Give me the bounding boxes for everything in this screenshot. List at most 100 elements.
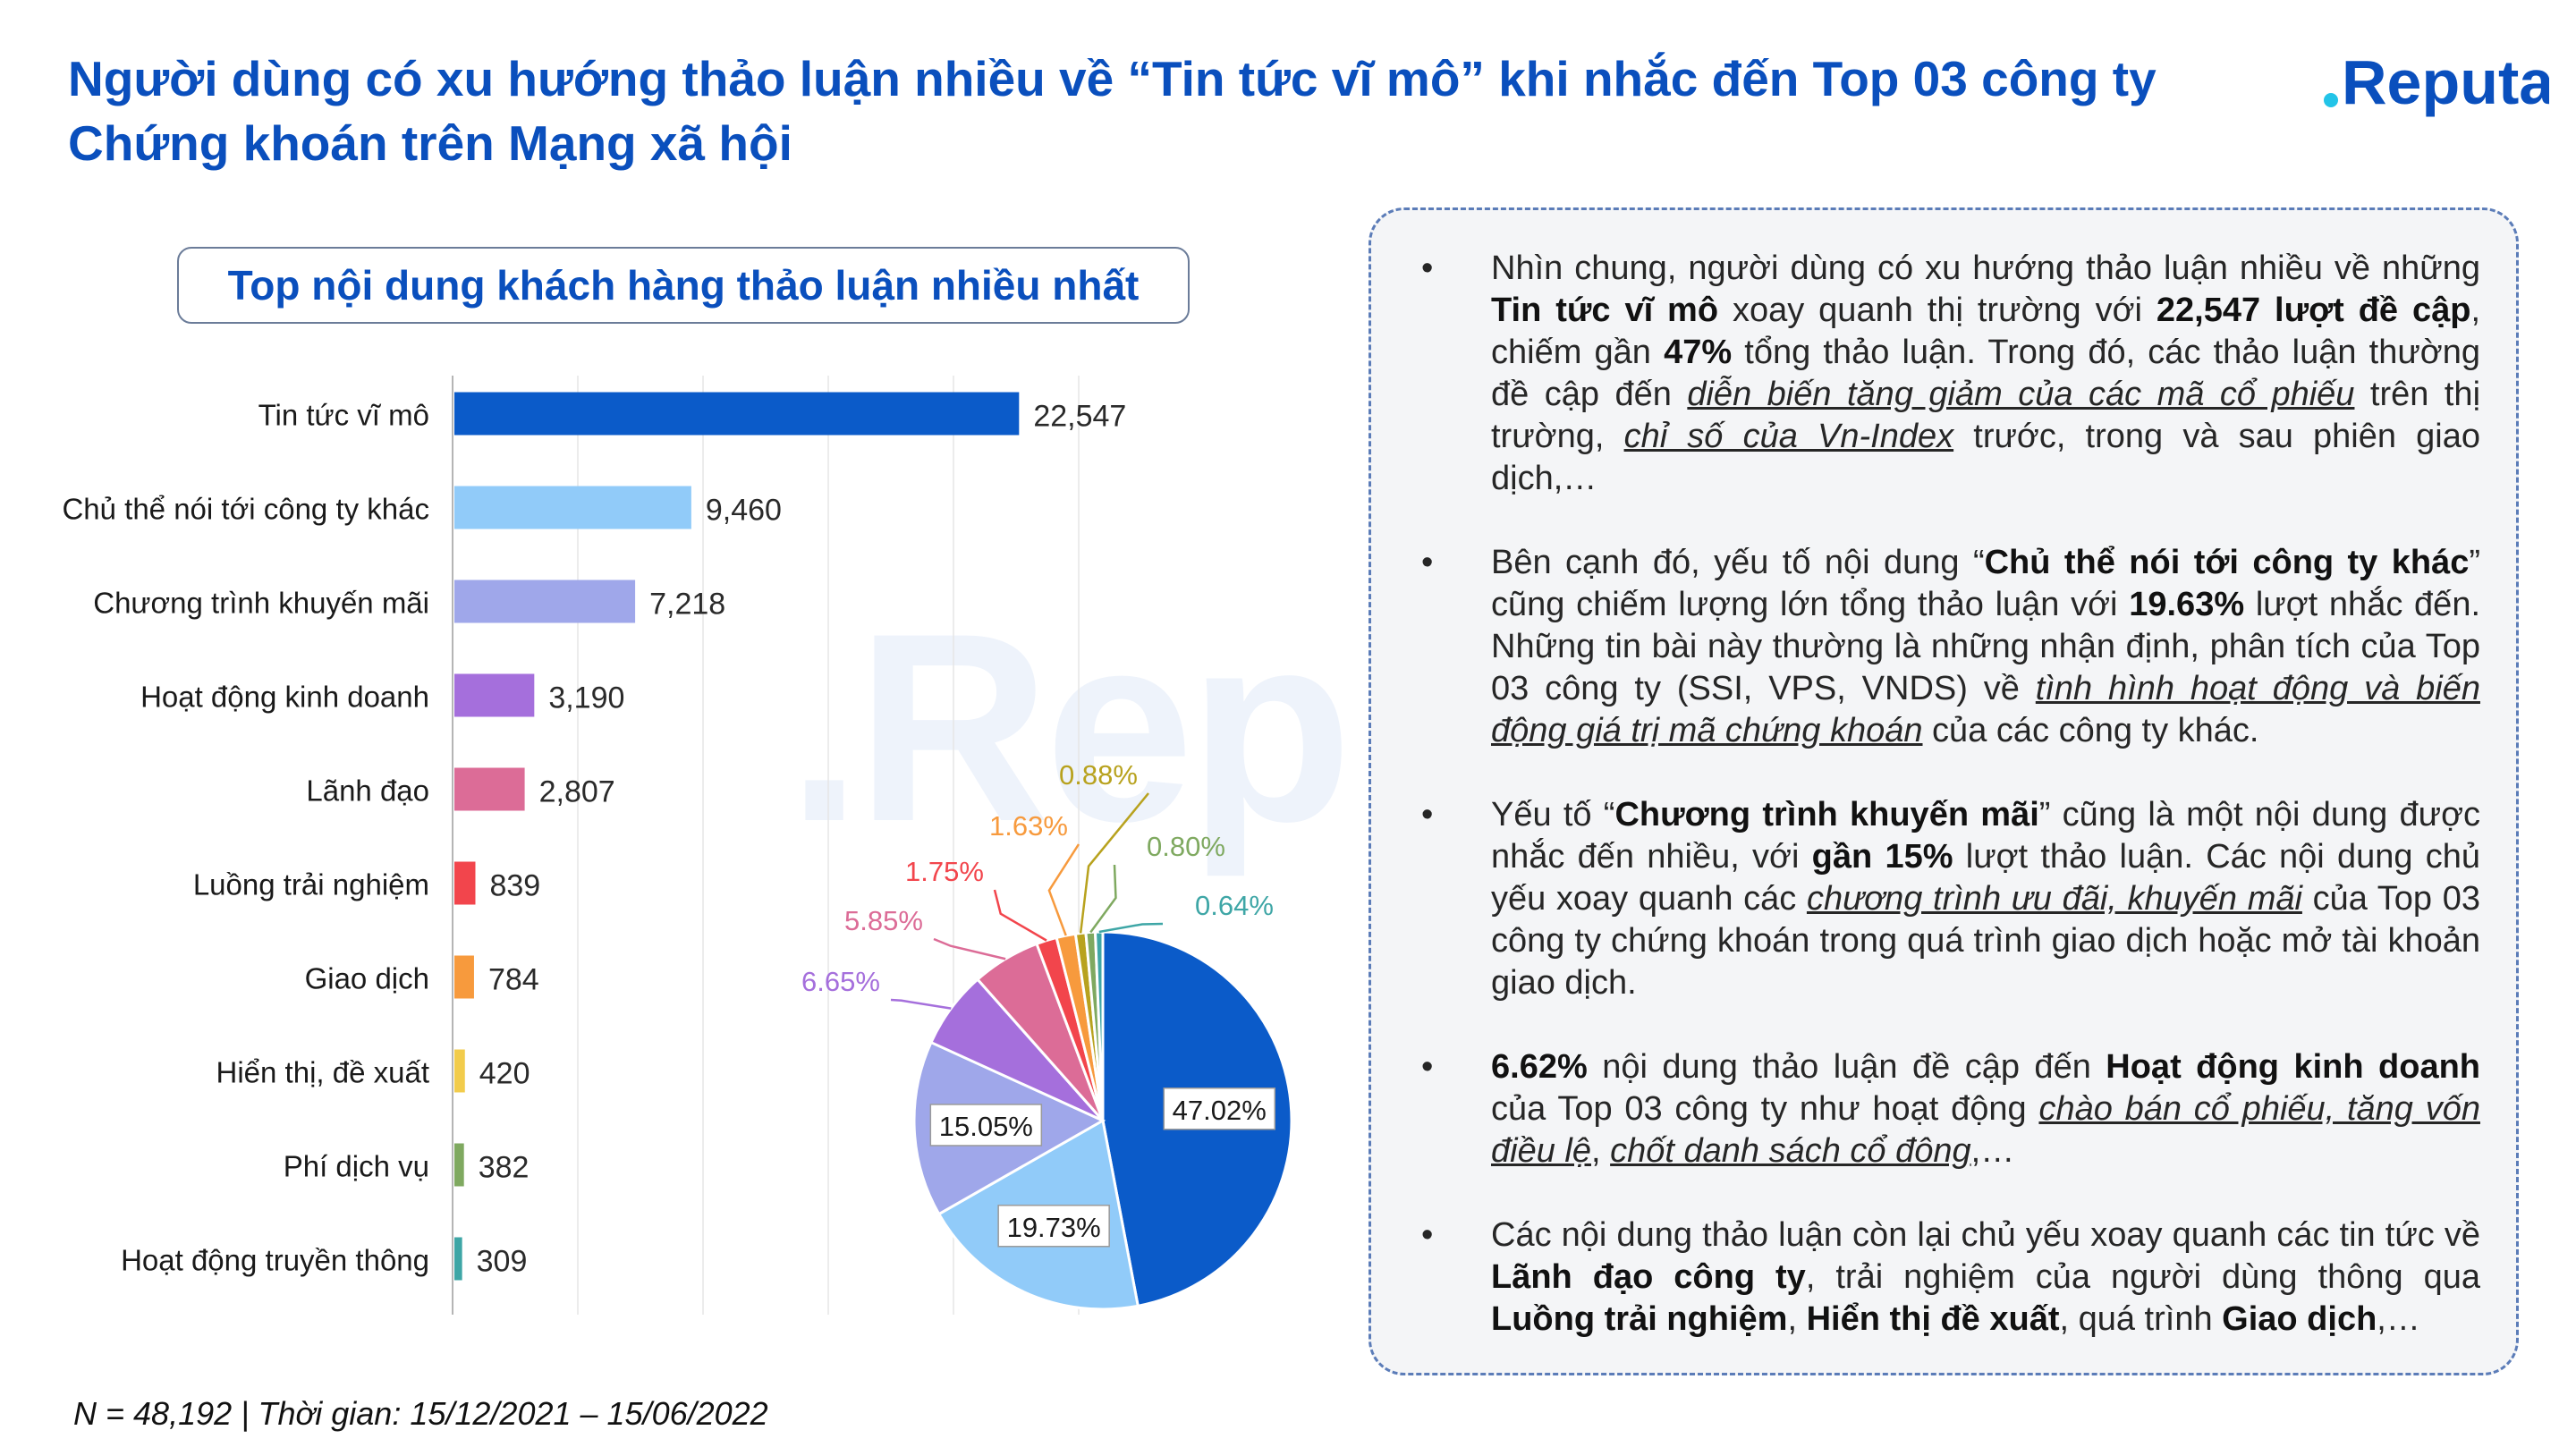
pie-slice-label: 15.05% (939, 1111, 1033, 1142)
bar (454, 1049, 465, 1093)
bar (454, 1143, 464, 1187)
insight-text: , quá trình (2059, 1300, 2223, 1338)
insight-text: , trải nghiệm của người dùng thông qua (1805, 1258, 2481, 1296)
bar (454, 392, 1020, 436)
logo-dot-icon (2324, 93, 2338, 107)
pie-label-box (1163, 1087, 1275, 1130)
bar-value-label: 22,547 (1033, 400, 1126, 434)
insight-text: trên thị trường, (1491, 376, 2481, 455)
insight-text: , (1787, 1300, 1807, 1338)
bar-category-label: Hoạt động kinh doanh (140, 681, 429, 714)
bar (454, 767, 525, 811)
insight-highlight: Chương trình khuyến mãi (1614, 796, 2039, 834)
pie-slice-label: 19.73% (1007, 1212, 1101, 1243)
pie-leader-line (1047, 843, 1080, 936)
insight-text: , (1590, 1132, 1611, 1170)
insight-box: Nhìn chung, người dùng có xu hướng thảo … (1368, 207, 2519, 1375)
bar-value-label: 7,218 (649, 588, 725, 622)
page-title: Người dùng có xu hướng thảo luận nhiều v… (68, 51, 2157, 171)
bar-value-label: 382 (479, 1151, 530, 1185)
pie-leader-line (1089, 864, 1117, 934)
pie-slice-label: 0.88% (1059, 759, 1138, 791)
insight-text: Các nội dung thảo luận còn lại chủ yếu x… (1491, 1216, 2480, 1254)
bar-value-label: 784 (488, 963, 539, 997)
insight-highlight: Chủ thể nói tới công ty khác (1984, 544, 2470, 581)
insight-emphasis: chốt danh sách cổ đông (1610, 1132, 1971, 1170)
chart-title: Top nội dung khách hàng thảo luận nhiều … (177, 247, 1190, 324)
insight-emphasis: tình hình hoạt động và biến động giá trị… (1491, 670, 2480, 749)
insight-highlight: gần 15% (1811, 838, 1953, 876)
insight-item: 6.62% nội dung thảo luận đề cập đến Hoạt… (1398, 1046, 2480, 1172)
bar-chart: Tin tức vĩ mô 22,547 Chủ thể nói tới công … (62, 376, 1126, 1315)
insight-text: của Top 03 công ty như hoạt động (1491, 1090, 2039, 1128)
insight-text: trước, trong và sau phiên giao dịch,… (1491, 418, 2481, 497)
bar-category-label: Phí dịch vụ (284, 1150, 429, 1183)
insight-item: Nhìn chung, người dùng có xu hướng thảo … (1398, 248, 2480, 500)
insight-emphasis: diễn biến tăng giảm của các mã cổ phiếu (1687, 376, 2355, 413)
insight-item: Yếu tố “Chương trình khuyến mãi” cũng là… (1398, 794, 2480, 1004)
pie-label-box (997, 1205, 1110, 1248)
pie-slice-label: 47.02% (1173, 1095, 1267, 1126)
logo-text: Reputa (2342, 47, 2549, 117)
pie-leader-line (1098, 922, 1164, 934)
insight-text: nội dung thảo luận đề cập đến (1587, 1048, 2106, 1086)
insight-emphasis: chương trình ưu đãi, khuyến mãi (1806, 880, 2302, 918)
bar-value-label: 309 (477, 1245, 528, 1279)
bar (454, 673, 535, 717)
bar-value-label: 420 (479, 1057, 530, 1091)
pie-slice-label: 1.63% (989, 810, 1068, 842)
insight-text: ,… (2377, 1300, 2420, 1338)
insight-text: lượt nhắc đến. Những tin bài này thường … (1491, 586, 2481, 707)
bar-category-label: Hiển thị, đề xuất (216, 1056, 429, 1089)
insight-text: ” cũng là một nội dung được nhắc đến nhi… (1491, 796, 2480, 876)
insight-text: , chiếm gần (1491, 292, 2481, 371)
insight-text: Yếu tố “ (1491, 796, 1615, 834)
insight-text: lượt thảo luận. Các nội dung chủ yếu xoa… (1491, 838, 2480, 918)
bar (454, 486, 691, 529)
bar-category-label: Chương trình khuyến mãi (93, 587, 429, 620)
bar-value-label: 839 (489, 869, 540, 903)
insight-text: ,… (1970, 1132, 2015, 1170)
pie-leader-line (1079, 792, 1149, 934)
insight-highlight: Hiển thị đề xuất (1806, 1300, 2060, 1338)
insight-text: tổng thảo luận. Trong đó, các thảo luận … (1491, 334, 2480, 413)
insight-highlight: Hoạt động kinh doanh (2106, 1048, 2480, 1086)
insight-text: ” cũng chiếm lượng lớn tổng thảo luận vớ… (1491, 544, 2480, 623)
pie-slice-label: 6.65% (801, 966, 880, 997)
bar-category-label: Tin tức vĩ mô (258, 399, 429, 432)
reputa-logo: Reputa (2324, 47, 2549, 117)
bar-value-label: 3,190 (548, 681, 624, 715)
pie-slice-label: 0.64% (1195, 890, 1274, 921)
insight-highlight: Tin tức vĩ mô (1491, 292, 1719, 329)
bar-category-label: Hoạt động truyền thông (121, 1244, 429, 1277)
insight-highlight: 19.63% (2129, 586, 2245, 623)
insight-text: của Top 03 công ty chứng khoán trong quá… (1491, 880, 2480, 1002)
footer-note: N = 48,192 | Thời gian: 15/12/2021 – 15/… (73, 1395, 768, 1432)
bar-value-label: 9,460 (706, 494, 782, 528)
pie-slice-label: 5.85% (844, 905, 923, 936)
insight-highlight: 47% (1664, 334, 1733, 371)
insight-highlight: Lãnh đạo công ty (1491, 1258, 1806, 1296)
insight-text: của các công ty khác. (1922, 712, 2259, 749)
insight-highlight: 22,547 lượt đề cập (2156, 292, 2471, 329)
pie-slice-label: 0.80% (1147, 831, 1225, 862)
insight-text: Nhìn chung, người dùng có xu hướng thảo … (1491, 250, 2480, 287)
insight-list: Nhìn chung, người dùng có xu hướng thảo … (1398, 248, 2480, 1341)
bar-category-label: Giao dịch (305, 962, 429, 995)
insight-text: xoay quanh thị trường với (1718, 292, 2157, 329)
bar-category-label: Luồng trải nghiệm (193, 868, 429, 901)
bar (454, 955, 474, 999)
pie-leader-line (890, 998, 952, 1010)
insight-item: Bên cạnh đó, yếu tố nội dung “Chủ thể nó… (1398, 542, 2480, 752)
pie-label-box (929, 1104, 1043, 1147)
pie-chart: 47.02% 19.73% 15.05% 6.65% 5.85% 1.75%1.63% 0.… (801, 759, 1293, 1311)
pie-leader-line (993, 889, 1047, 942)
bar-category-label: Lãnh đạo (306, 774, 429, 808)
bar-category-label: Chủ thể nói tới công ty khác (62, 493, 429, 526)
bar-value-label: 2,807 (539, 775, 615, 809)
insight-emphasis: chào bán cổ phiếu, tăng vốn điều lệ (1491, 1090, 2480, 1170)
insight-highlight: 6.62% (1491, 1048, 1588, 1086)
insight-highlight: Luồng trải nghiệm (1491, 1300, 1788, 1338)
bar (454, 861, 476, 905)
insight-emphasis: chỉ số của Vn-Index (1623, 418, 1954, 455)
